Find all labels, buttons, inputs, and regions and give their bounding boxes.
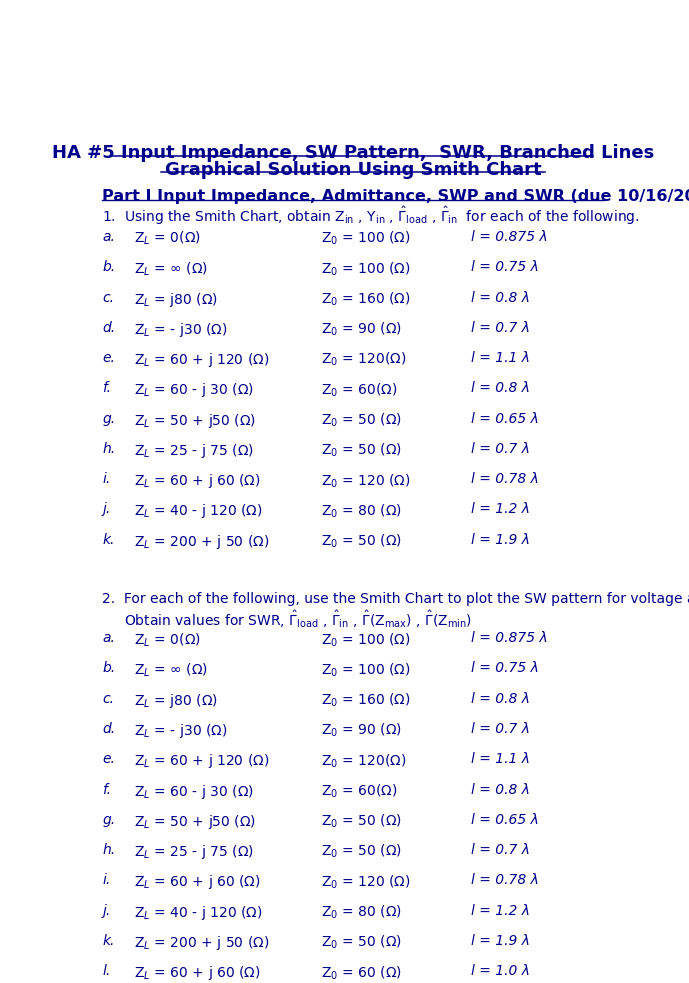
- Text: l = 0.65 λ: l = 0.65 λ: [471, 813, 539, 827]
- Text: Z$_0$ = 80 (Ω): Z$_0$ = 80 (Ω): [321, 903, 402, 921]
- Text: Z$_L$ = 60 + j 60 (Ω): Z$_L$ = 60 + j 60 (Ω): [134, 472, 260, 491]
- Text: Z$_L$ = 60 - j 30 (Ω): Z$_L$ = 60 - j 30 (Ω): [134, 381, 254, 399]
- Text: Z$_0$ = 50 (Ω): Z$_0$ = 50 (Ω): [321, 843, 402, 860]
- Text: Z$_L$ = 0(Ω): Z$_L$ = 0(Ω): [134, 631, 201, 649]
- Text: Z$_0$ = 90 (Ω): Z$_0$ = 90 (Ω): [321, 722, 402, 739]
- Text: Z$_L$ = 25 - j 75 (Ω): Z$_L$ = 25 - j 75 (Ω): [134, 843, 254, 861]
- Text: l = 0.7 λ: l = 0.7 λ: [471, 843, 530, 857]
- Text: i.: i.: [102, 873, 110, 888]
- Text: Z$_L$ = 25 - j 75 (Ω): Z$_L$ = 25 - j 75 (Ω): [134, 442, 254, 460]
- Text: d.: d.: [102, 722, 115, 736]
- Text: Z$_0$ = 60 (Ω): Z$_0$ = 60 (Ω): [321, 964, 402, 982]
- Text: l = 0.8 λ: l = 0.8 λ: [471, 692, 530, 706]
- Text: Z$_L$ = 60 + j 120 (Ω): Z$_L$ = 60 + j 120 (Ω): [134, 752, 269, 771]
- Text: Z$_L$ = 50 + j50 (Ω): Z$_L$ = 50 + j50 (Ω): [134, 412, 256, 430]
- Text: HA #5 Input Impedance, SW Pattern,  SWR, Branched Lines: HA #5 Input Impedance, SW Pattern, SWR, …: [52, 145, 655, 162]
- Text: h.: h.: [102, 442, 115, 456]
- Text: Z$_L$ = 60 - j 30 (Ω): Z$_L$ = 60 - j 30 (Ω): [134, 782, 254, 800]
- Text: l = 0.78 λ: l = 0.78 λ: [471, 472, 539, 487]
- Text: Z$_0$ = 80 (Ω): Z$_0$ = 80 (Ω): [321, 502, 402, 520]
- Text: Part I Input Impedance, Admittance, SWP and SWR (due 10/16/20): Part I Input Impedance, Admittance, SWP …: [102, 189, 689, 204]
- Text: l = 1.9 λ: l = 1.9 λ: [471, 533, 530, 547]
- Text: l = 0.7 λ: l = 0.7 λ: [471, 722, 530, 736]
- Text: Z$_0$ = 50 (Ω): Z$_0$ = 50 (Ω): [321, 813, 402, 831]
- Text: Z$_0$ = 160 (Ω): Z$_0$ = 160 (Ω): [321, 291, 411, 308]
- Text: Z$_L$ = 60 + j 60 (Ω): Z$_L$ = 60 + j 60 (Ω): [134, 873, 260, 892]
- Text: Z$_0$ = 120(Ω): Z$_0$ = 120(Ω): [321, 351, 407, 369]
- Text: 1.  Using the Smith Chart, obtain Z$_{\mathregular{in}}$ , Y$_{\mathregular{in}}: 1. Using the Smith Chart, obtain Z$_{\ma…: [102, 205, 639, 227]
- Text: j.: j.: [102, 903, 110, 918]
- Text: l = 0.75 λ: l = 0.75 λ: [471, 662, 539, 675]
- Text: l = 1.9 λ: l = 1.9 λ: [471, 934, 530, 948]
- Text: k.: k.: [102, 934, 114, 948]
- Text: Z$_0$ = 120 (Ω): Z$_0$ = 120 (Ω): [321, 472, 411, 490]
- Text: Z$_L$ = 200 + j 50 (Ω): Z$_L$ = 200 + j 50 (Ω): [134, 533, 269, 550]
- Text: Z$_L$ = j80 (Ω): Z$_L$ = j80 (Ω): [134, 291, 218, 309]
- Text: l = 0.8 λ: l = 0.8 λ: [471, 291, 530, 305]
- Text: e.: e.: [102, 351, 115, 365]
- Text: l = 0.875 λ: l = 0.875 λ: [471, 631, 547, 645]
- Text: Z$_L$ = 60 + j 120 (Ω): Z$_L$ = 60 + j 120 (Ω): [134, 351, 269, 369]
- Text: l = 0.78 λ: l = 0.78 λ: [471, 873, 539, 888]
- Text: c.: c.: [102, 692, 114, 706]
- Text: Z$_L$ = 40 - j 120 (Ω): Z$_L$ = 40 - j 120 (Ω): [134, 903, 263, 922]
- Text: Z$_L$ = 60 + j 60 (Ω): Z$_L$ = 60 + j 60 (Ω): [134, 964, 260, 982]
- Text: k.: k.: [102, 533, 114, 547]
- Text: g.: g.: [102, 813, 115, 827]
- Text: g.: g.: [102, 412, 115, 426]
- Text: Z$_L$ = - j30 (Ω): Z$_L$ = - j30 (Ω): [134, 722, 227, 740]
- Text: Z$_L$ = 200 + j 50 (Ω): Z$_L$ = 200 + j 50 (Ω): [134, 934, 269, 952]
- Text: b.: b.: [102, 260, 115, 274]
- Text: Z$_0$ = 50 (Ω): Z$_0$ = 50 (Ω): [321, 442, 402, 459]
- Text: 2.  For each of the following, use the Smith Chart to plot the SW pattern for vo: 2. For each of the following, use the Sm…: [102, 592, 689, 606]
- Text: l = 0.7 λ: l = 0.7 λ: [471, 320, 530, 335]
- Text: c.: c.: [102, 291, 114, 305]
- Text: Z$_0$ = 120 (Ω): Z$_0$ = 120 (Ω): [321, 873, 411, 891]
- Text: l = 0.8 λ: l = 0.8 λ: [471, 381, 530, 395]
- Text: l = 0.7 λ: l = 0.7 λ: [471, 442, 530, 456]
- Text: l.: l.: [102, 964, 110, 978]
- Text: l = 0.65 λ: l = 0.65 λ: [471, 412, 539, 426]
- Text: Obtain values for SWR, $\hat{\Gamma}_{\mathregular{load}}$ , $\hat{\Gamma}_{\mat: Obtain values for SWR, $\hat{\Gamma}_{\m…: [102, 608, 472, 630]
- Text: a.: a.: [102, 631, 115, 645]
- Text: Z$_L$ = 40 - j 120 (Ω): Z$_L$ = 40 - j 120 (Ω): [134, 502, 263, 520]
- Text: i.: i.: [102, 472, 110, 487]
- Text: l = 1.1 λ: l = 1.1 λ: [471, 351, 530, 365]
- Text: Z$_0$ = 90 (Ω): Z$_0$ = 90 (Ω): [321, 320, 402, 338]
- Text: Z$_0$ = 100 (Ω): Z$_0$ = 100 (Ω): [321, 260, 411, 277]
- Text: j.: j.: [102, 502, 110, 516]
- Text: b.: b.: [102, 662, 115, 675]
- Text: Z$_0$ = 160 (Ω): Z$_0$ = 160 (Ω): [321, 692, 411, 709]
- Text: Z$_0$ = 50 (Ω): Z$_0$ = 50 (Ω): [321, 934, 402, 952]
- Text: Z$_0$ = 50 (Ω): Z$_0$ = 50 (Ω): [321, 412, 402, 429]
- Text: Z$_L$ = - j30 (Ω): Z$_L$ = - j30 (Ω): [134, 320, 227, 339]
- Text: Graphical Solution Using Smith Chart: Graphical Solution Using Smith Chart: [165, 161, 542, 179]
- Text: a.: a.: [102, 230, 115, 244]
- Text: Z$_L$ = ∞ (Ω): Z$_L$ = ∞ (Ω): [134, 662, 208, 679]
- Text: Z$_0$ = 120(Ω): Z$_0$ = 120(Ω): [321, 752, 407, 770]
- Text: Z$_0$ = 50 (Ω): Z$_0$ = 50 (Ω): [321, 533, 402, 550]
- Text: Z$_0$ = 100 (Ω): Z$_0$ = 100 (Ω): [321, 230, 411, 248]
- Text: Z$_0$ = 100 (Ω): Z$_0$ = 100 (Ω): [321, 631, 411, 649]
- Text: Z$_L$ = j80 (Ω): Z$_L$ = j80 (Ω): [134, 692, 218, 710]
- Text: l = 1.0 λ: l = 1.0 λ: [471, 964, 530, 978]
- Text: l = 1.2 λ: l = 1.2 λ: [471, 502, 530, 516]
- Text: l = 0.8 λ: l = 0.8 λ: [471, 782, 530, 796]
- Text: Z$_0$ = 100 (Ω): Z$_0$ = 100 (Ω): [321, 662, 411, 679]
- Text: f.: f.: [102, 381, 111, 395]
- Text: Z$_L$ = 50 + j50 (Ω): Z$_L$ = 50 + j50 (Ω): [134, 813, 256, 831]
- Text: Z$_L$ = 0(Ω): Z$_L$ = 0(Ω): [134, 230, 201, 248]
- Text: Z$_L$ = ∞ (Ω): Z$_L$ = ∞ (Ω): [134, 260, 208, 277]
- Text: l = 1.1 λ: l = 1.1 λ: [471, 752, 530, 767]
- Text: l = 0.75 λ: l = 0.75 λ: [471, 260, 539, 274]
- Text: h.: h.: [102, 843, 115, 857]
- Text: Z$_0$ = 60(Ω): Z$_0$ = 60(Ω): [321, 381, 398, 399]
- Text: e.: e.: [102, 752, 115, 767]
- Text: l = 1.2 λ: l = 1.2 λ: [471, 903, 530, 918]
- Text: Z$_0$ = 60(Ω): Z$_0$ = 60(Ω): [321, 782, 398, 800]
- Text: l = 0.875 λ: l = 0.875 λ: [471, 230, 547, 244]
- Text: f.: f.: [102, 782, 111, 796]
- Text: d.: d.: [102, 320, 115, 335]
